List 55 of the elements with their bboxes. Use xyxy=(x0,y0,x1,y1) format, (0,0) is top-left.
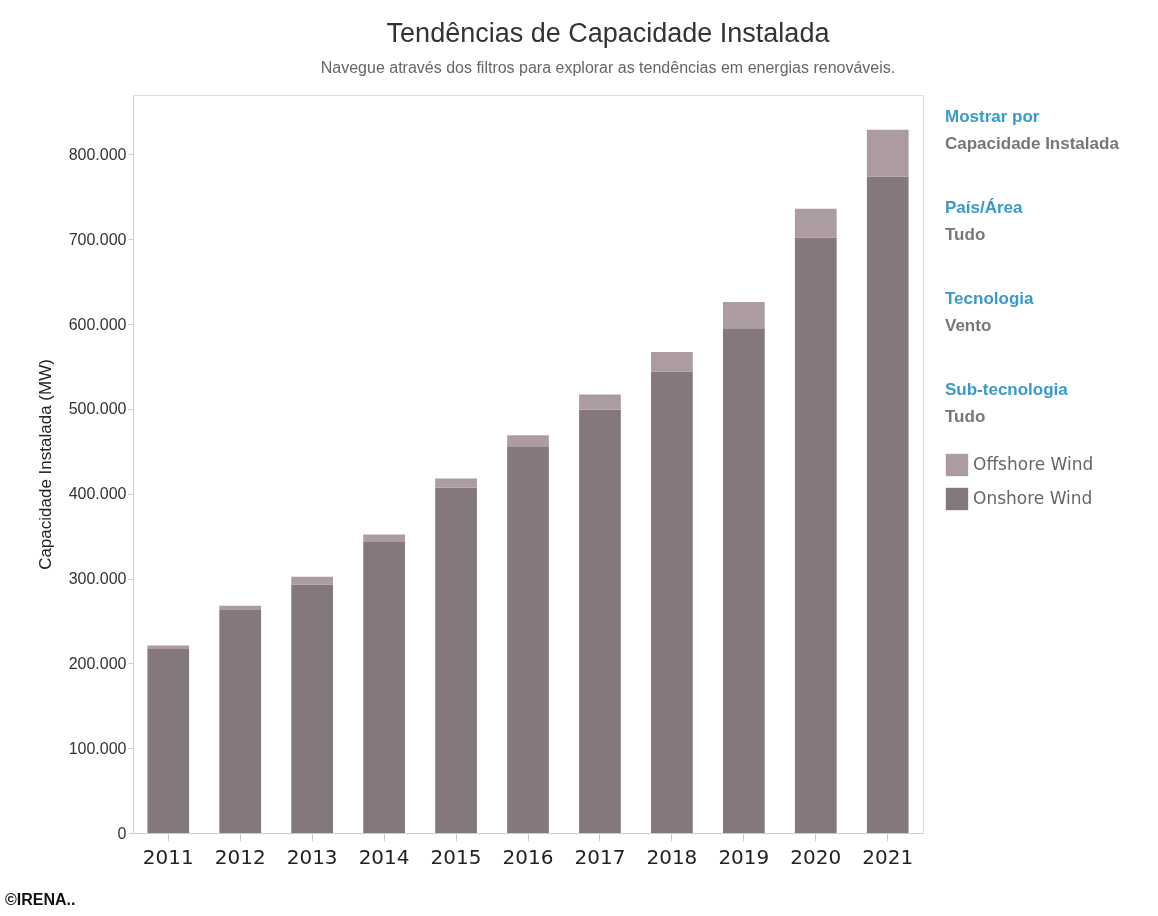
bar xyxy=(435,478,477,488)
bar xyxy=(579,409,621,833)
bar xyxy=(219,609,262,833)
bar xyxy=(363,542,405,833)
bar xyxy=(794,237,837,833)
chart-subtitle: Navegue através dos filtros para explorar as tendências em energias renováveis. xyxy=(320,59,896,76)
legend-label: Onshore Wind xyxy=(973,488,1093,508)
y-tick-label: 100.000 xyxy=(68,739,127,757)
bar xyxy=(435,487,477,833)
bar xyxy=(866,176,909,833)
x-tick-label: 2018 xyxy=(646,844,698,869)
bar xyxy=(651,371,693,833)
y-tick-label: 500.000 xyxy=(68,400,127,418)
bar xyxy=(579,394,621,410)
x-tick-label: 2020 xyxy=(790,844,842,869)
x-tick-label: 2012 xyxy=(214,844,266,869)
x-tick-label: 2013 xyxy=(286,844,338,869)
bar xyxy=(651,352,693,372)
x-tick-label: 2015 xyxy=(430,844,482,869)
x-tick-label: 2017 xyxy=(574,844,626,869)
y-tick-label: 700.000 xyxy=(68,230,127,248)
y-tick-label: 600.000 xyxy=(68,315,127,333)
x-tick-label: 2021 xyxy=(862,844,914,869)
y-tick-label: 200.000 xyxy=(68,654,127,672)
bar xyxy=(363,534,405,543)
y-tick-label: 0 xyxy=(117,824,127,842)
x-tick-label: 2011 xyxy=(142,844,194,869)
text: Tecnologia xyxy=(945,289,1035,308)
x-tick-label: 2019 xyxy=(718,844,770,869)
y-tick-label: 800.000 xyxy=(68,145,127,163)
text: País/Área xyxy=(945,198,1024,217)
x-tick-label: 2016 xyxy=(502,844,554,869)
bar xyxy=(507,435,549,448)
text: Capacidade Instalada xyxy=(945,134,1120,153)
text: Mostrar por xyxy=(945,107,1040,126)
chart-title: Tendências de Capacidade Instalada xyxy=(386,18,831,48)
text: Tudo xyxy=(945,407,986,426)
x-tick-label: 2014 xyxy=(358,844,410,869)
y-tick-label: 300.000 xyxy=(68,570,127,588)
bar xyxy=(722,301,765,329)
text: ©IRENA.. xyxy=(5,891,76,908)
bar xyxy=(291,576,334,585)
bar xyxy=(219,605,262,610)
text: Tudo xyxy=(945,225,986,244)
text: Sub-tecnologia xyxy=(945,380,1069,399)
y-tick-label: 400.000 xyxy=(68,485,127,503)
bar xyxy=(794,208,837,238)
y-axis-title: Capacidade Instalada (MW) xyxy=(35,359,55,570)
bar xyxy=(291,584,334,833)
text: Vento xyxy=(945,316,992,335)
bar xyxy=(866,129,909,177)
bar xyxy=(722,328,765,833)
legend-label: Offshore Wind xyxy=(973,454,1094,474)
bar xyxy=(507,447,549,833)
bar xyxy=(147,648,190,833)
